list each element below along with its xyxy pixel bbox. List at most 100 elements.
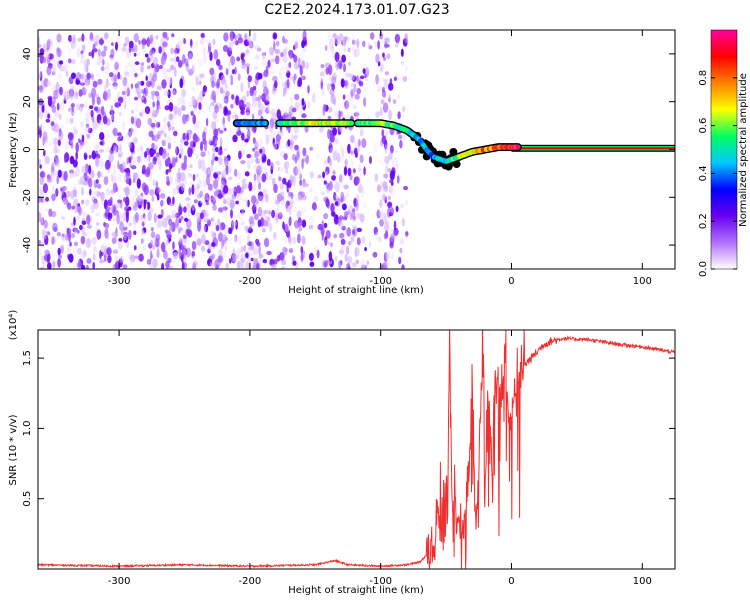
noise-speckle xyxy=(328,76,332,81)
noise-speckle xyxy=(231,40,237,45)
noise-speckle xyxy=(369,156,372,164)
noise-speckle xyxy=(354,93,360,100)
noise-speckle xyxy=(70,234,74,239)
noise-speckle xyxy=(355,193,360,204)
noise-speckle xyxy=(352,168,356,174)
noise-speckle xyxy=(74,86,78,94)
noise-speckle xyxy=(69,90,74,100)
noise-speckle xyxy=(236,260,241,269)
noise-speckle xyxy=(110,48,115,59)
noise-speckle xyxy=(161,153,167,159)
noise-speckle xyxy=(223,32,229,42)
noise-speckle xyxy=(356,213,361,219)
noise-speckle xyxy=(391,251,395,261)
noise-speckle xyxy=(261,52,266,60)
noise-speckle xyxy=(353,49,357,58)
noise-speckle xyxy=(342,94,346,100)
noise-speckle xyxy=(38,202,41,208)
noise-speckle xyxy=(343,184,350,190)
noise-speckle xyxy=(75,166,80,177)
noise-speckle xyxy=(51,200,55,205)
noise-speckle xyxy=(309,171,315,179)
signal-track-point xyxy=(515,144,521,150)
noise-speckle xyxy=(250,155,254,164)
noise-speckle xyxy=(106,94,112,100)
noise-speckle xyxy=(269,46,274,56)
noise-speckle xyxy=(195,214,200,223)
noise-speckle xyxy=(154,109,158,115)
noise-speckle xyxy=(291,236,295,241)
noise-speckle xyxy=(87,127,93,134)
noise-speckle xyxy=(386,260,390,266)
noise-speckle xyxy=(168,218,173,226)
noise-speckle xyxy=(385,252,391,261)
noise-speckle xyxy=(80,187,85,196)
noise-speckle xyxy=(327,64,333,76)
noise-speckle xyxy=(160,199,164,207)
spectrogram-ytick-label: 0 xyxy=(22,146,33,152)
noise-speckle xyxy=(70,190,75,200)
noise-speckle xyxy=(152,118,157,124)
noise-speckle xyxy=(200,151,206,158)
noise-speckle xyxy=(107,255,112,264)
noise-speckle xyxy=(222,235,226,240)
noise-speckle xyxy=(209,261,215,269)
noise-speckle xyxy=(381,193,386,201)
noise-speckle xyxy=(141,228,145,235)
noise-speckle xyxy=(248,225,252,231)
noise-speckle xyxy=(177,40,183,47)
noise-speckle xyxy=(387,143,391,149)
noise-speckle xyxy=(346,94,351,101)
noise-speckle xyxy=(96,73,102,78)
noise-speckle xyxy=(240,82,243,93)
noise-speckle xyxy=(397,111,401,120)
snr-panel: -300 -200 -100 0 100 0.5 1.0 1.5 Height of stra… xyxy=(8,310,676,596)
noise-speckle xyxy=(135,102,139,113)
noise-speckle xyxy=(352,229,356,236)
noise-speckle xyxy=(234,34,237,41)
noise-speckle xyxy=(399,139,403,149)
noise-speckle xyxy=(357,184,363,194)
noise-speckle xyxy=(339,143,343,154)
noise-speckle xyxy=(392,98,397,105)
noise-speckle xyxy=(100,191,105,202)
noise-speckle xyxy=(151,231,156,239)
noise-speckle xyxy=(190,38,193,48)
noise-speckle xyxy=(342,63,347,73)
noise-speckle xyxy=(289,96,293,104)
noise-speckle xyxy=(225,68,229,76)
noise-speckle xyxy=(398,256,402,265)
noise-speckle xyxy=(333,191,337,201)
noise-speckle xyxy=(334,35,341,45)
noise-speckle xyxy=(252,85,257,91)
noise-speckle xyxy=(231,193,236,200)
noise-speckle xyxy=(245,199,249,208)
noise-speckle xyxy=(158,160,162,171)
noise-speckle xyxy=(112,216,117,222)
noise-speckle xyxy=(166,152,170,159)
noise-speckle xyxy=(213,165,219,172)
noise-speckle xyxy=(90,169,95,179)
noise-speckle xyxy=(266,250,272,256)
noise-speckle xyxy=(208,243,212,252)
noise-speckle xyxy=(212,179,219,190)
noise-speckle xyxy=(183,98,187,106)
noise-speckle xyxy=(50,171,56,177)
noise-speckle xyxy=(65,117,70,125)
noise-speckle xyxy=(172,196,175,205)
noise-speckle xyxy=(44,208,49,212)
noise-speckle xyxy=(103,45,108,52)
noise-speckle xyxy=(356,227,362,233)
noise-speckle xyxy=(289,174,294,185)
noise-speckle xyxy=(325,198,330,208)
noise-speckle xyxy=(199,212,204,220)
noise-speckle xyxy=(351,209,356,220)
noise-speckle xyxy=(247,130,252,137)
noise-speckle xyxy=(81,86,87,95)
noise-speckle xyxy=(85,109,92,115)
noise-speckle xyxy=(328,107,333,113)
noise-speckle xyxy=(40,217,45,226)
noise-speckle xyxy=(86,258,92,264)
noise-speckle xyxy=(190,110,194,116)
noise-speckle xyxy=(38,239,41,245)
